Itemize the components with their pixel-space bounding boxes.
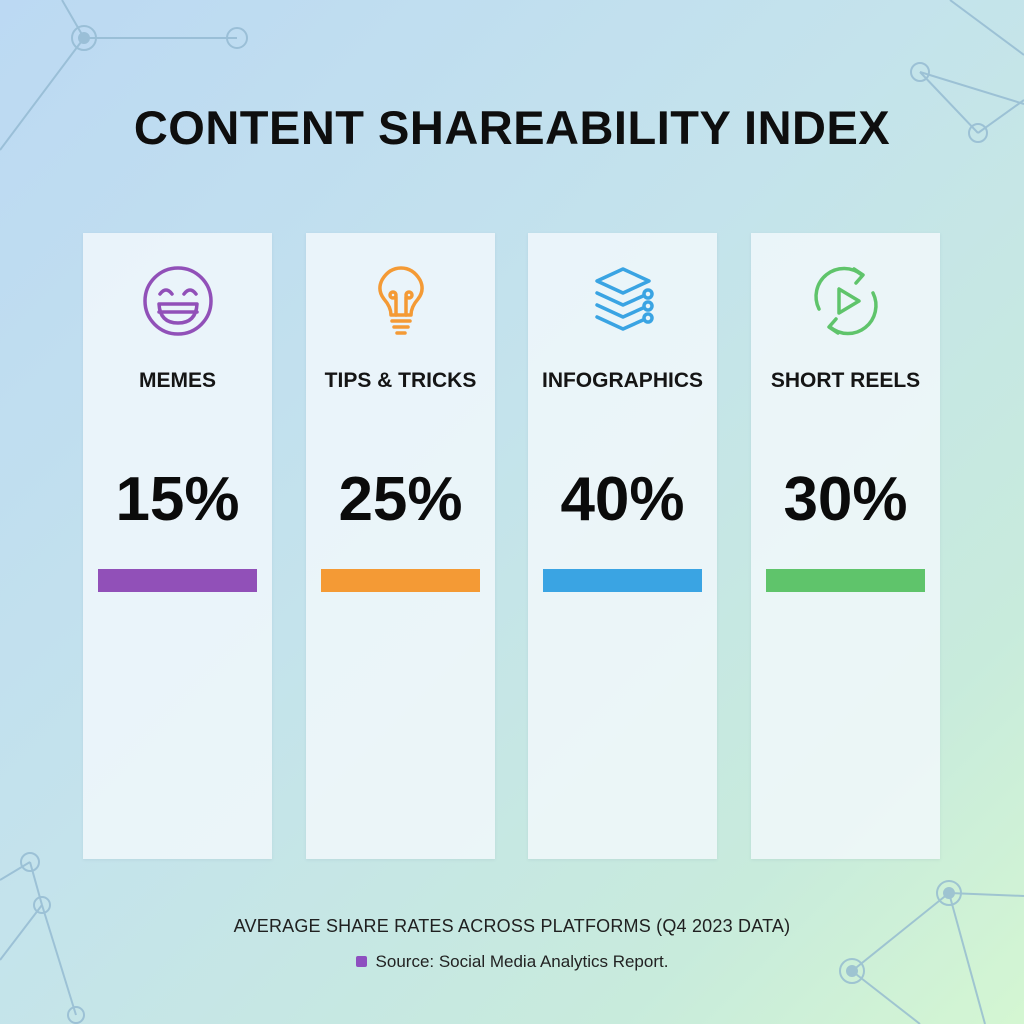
bar-tips-tricks <box>321 569 480 592</box>
layers-stack-icon <box>595 267 654 331</box>
category-label: INFOGRAPHICS <box>541 369 703 392</box>
value-label: 30% <box>783 465 908 534</box>
category-label: TIPS & TRICKS <box>324 369 477 392</box>
chart-subtitle: AVERAGE SHARE RATES ACROSS PLATFORMS (Q4… <box>233 916 791 936</box>
value-label: 25% <box>338 465 463 534</box>
category-label: SHORT REELS <box>770 369 921 392</box>
bar-short-reels <box>766 569 925 592</box>
category-card-tips-tricks: TIPS & TRICKS 25% <box>306 233 495 859</box>
lightbulb-icon <box>378 266 424 335</box>
category-label: MEMES <box>138 369 216 392</box>
category-card-infographics: INFOGRAPHICS 40% <box>528 233 717 859</box>
bar-infographics <box>543 569 702 592</box>
value-label: 40% <box>560 465 685 534</box>
bar-memes <box>98 569 257 592</box>
chart-title: CONTENT SHAREABILITY INDEX <box>133 101 891 154</box>
source-swatch <box>355 956 367 967</box>
source-note: Source: Social Media Analytics Report. <box>0 952 1024 972</box>
category-card-short-reels: SHORT REELS 30% <box>751 233 940 859</box>
replay-play-icon <box>814 266 878 336</box>
category-card-memes: MEMES 15% <box>83 233 272 859</box>
value-label: 15% <box>115 465 240 534</box>
laughing-face-icon <box>143 266 213 336</box>
source-text: Source: Social Media Analytics Report. <box>375 952 669 971</box>
